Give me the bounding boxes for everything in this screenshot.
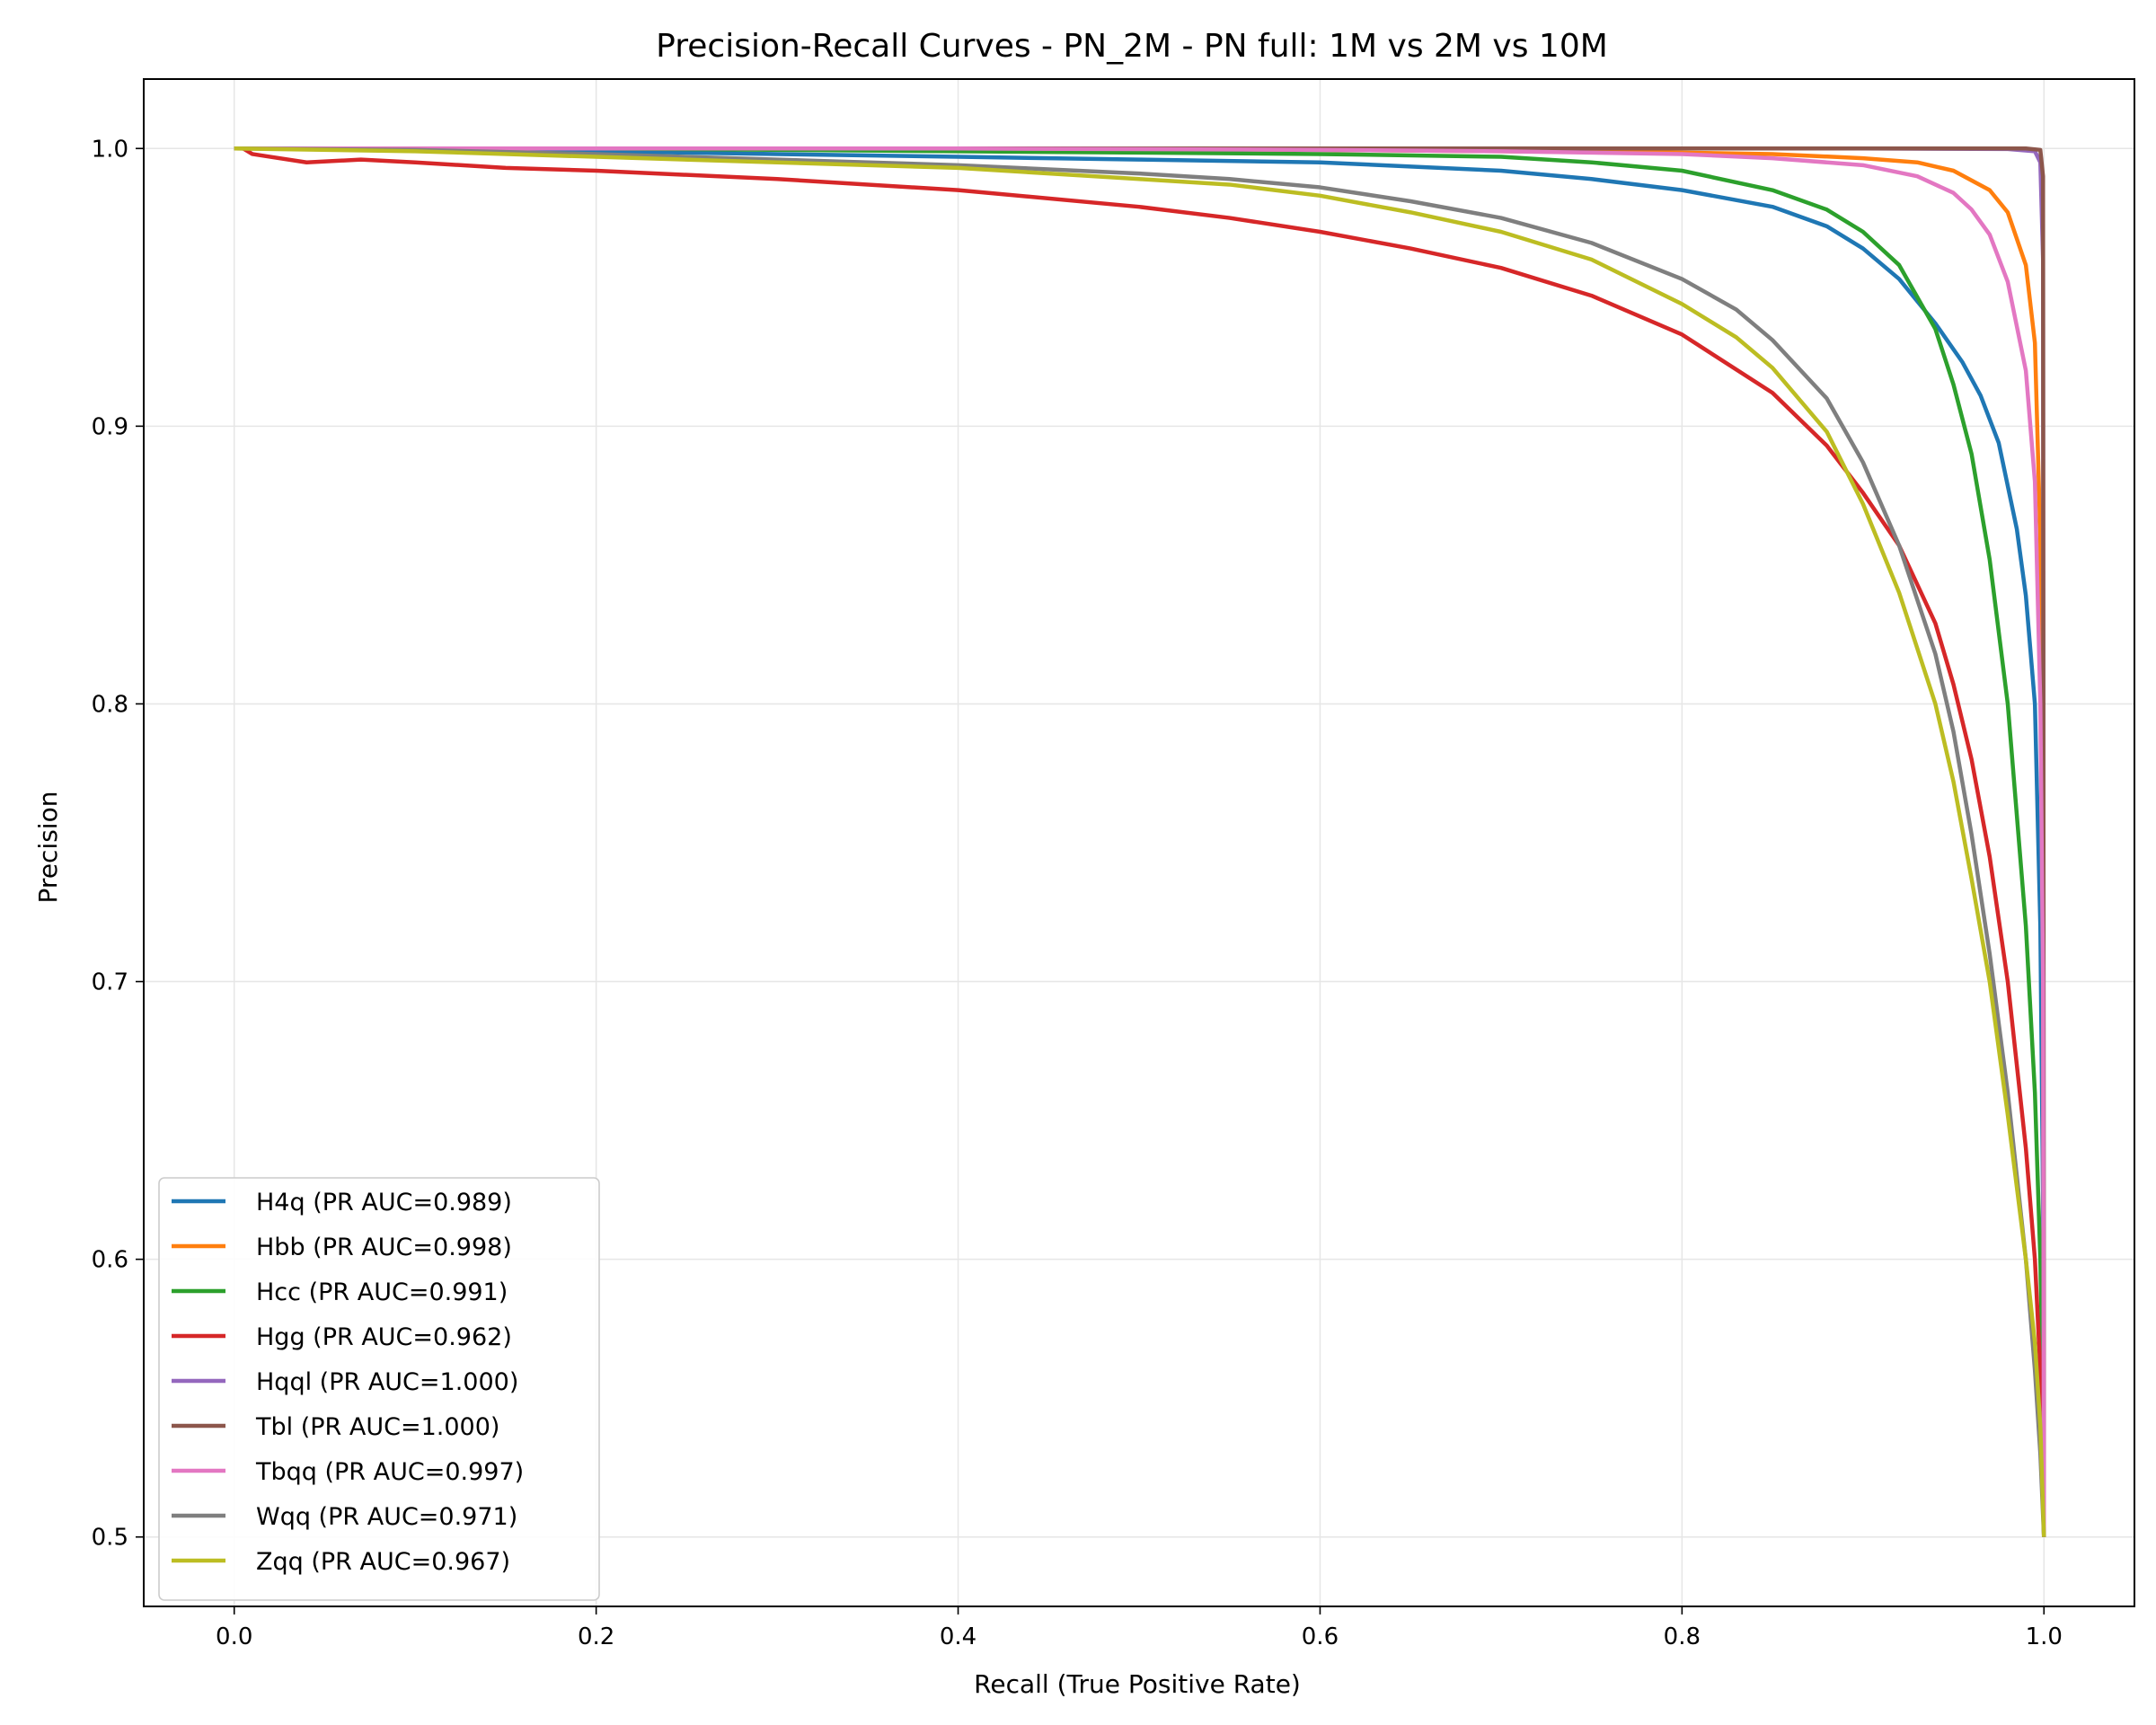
x-tick-label: 0.0 xyxy=(216,1623,252,1650)
y-tick-label: 0.6 xyxy=(92,1247,128,1274)
x-tick-label: 1.0 xyxy=(2026,1623,2063,1650)
y-axis-label: Precision xyxy=(33,792,63,904)
legend-label: Hgg (PR AUC=0.962) xyxy=(256,1323,512,1351)
x-tick-label: 0.8 xyxy=(1664,1623,1701,1650)
axes-layer: 0.0 0.2 0.4 0.6 0.8 1.0 0.5 0.6 0.7 0.8 0.9 1.0 xyxy=(92,78,2135,1650)
legend-label: Wqq (PR AUC=0.971) xyxy=(256,1503,517,1531)
legend-label: Hcc (PR AUC=0.991) xyxy=(256,1278,508,1306)
legend: H4q (PR AUC=0.989) Hbb (PR AUC=0.998) Hcc … xyxy=(158,1177,600,1601)
x-axis-label: Recall (True Positive Rate) xyxy=(974,1669,1301,1699)
legend-label: Hqql (PR AUC=1.000) xyxy=(256,1368,518,1396)
y-tick-label: 0.9 xyxy=(92,413,128,440)
series-line-hgg xyxy=(234,146,2046,1537)
series-line-wqq xyxy=(234,146,2046,1537)
plot-frame xyxy=(143,78,2135,1607)
y-tick-label: 0.8 xyxy=(92,691,128,718)
y-tick-label: 0.5 xyxy=(92,1525,128,1552)
y-tick-label: 0.7 xyxy=(92,969,128,996)
series-line-hcc xyxy=(234,146,2046,1537)
plot-layer xyxy=(234,146,2046,1537)
legend-label: Zqq (PR AUC=0.967) xyxy=(256,1548,510,1576)
x-tick-label: 0.2 xyxy=(578,1623,614,1650)
legend-label: H4q (PR AUC=0.989) xyxy=(256,1189,512,1216)
series-line-zqq xyxy=(234,146,2046,1537)
legend-label: Tbqq (PR AUC=0.997) xyxy=(255,1458,524,1486)
legend-box xyxy=(158,1177,600,1601)
x-tick-label: 0.4 xyxy=(940,1623,976,1650)
y-tick-label: 1.0 xyxy=(92,136,128,163)
legend-label: Hbb (PR AUC=0.998) xyxy=(256,1234,512,1261)
series-line-h4q xyxy=(234,146,2046,1537)
x-tick-label: 0.6 xyxy=(1302,1623,1339,1650)
series-line-tbqq xyxy=(234,146,2046,1537)
chart-title: Precision-Recall Curves - PN_2M - PN ful… xyxy=(656,28,1608,65)
legend-label: Tbl (PR AUC=1.000) xyxy=(255,1413,499,1441)
